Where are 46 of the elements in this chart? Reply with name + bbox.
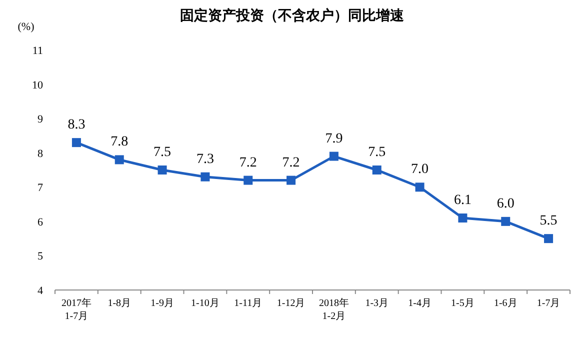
x-tick-label: 1-4月 — [408, 298, 432, 309]
point — [114, 155, 124, 164]
x-tick-label: 1-5月 — [451, 298, 474, 309]
point — [244, 176, 253, 185]
x-tick-label: 1-11月 — [234, 298, 262, 309]
y-tick-label: 11 — [32, 45, 43, 57]
data-label: 6.1 — [454, 193, 472, 208]
data-label: 7.8 — [110, 134, 128, 150]
data-label: 7.2 — [282, 155, 300, 170]
data-label: 7.5 — [368, 145, 386, 160]
y-tick-label: 6 — [38, 216, 44, 228]
point — [200, 172, 210, 182]
y-tick-label: 5 — [38, 250, 44, 263]
x-tick-label: 2018年 1-2月 — [318, 297, 349, 322]
point — [286, 176, 296, 185]
point — [544, 234, 554, 244]
x-tick-label: 1-6月 — [494, 298, 518, 309]
data-label: 7.2 — [239, 155, 257, 170]
data-label: 7.9 — [325, 131, 343, 146]
y-tick-label: 9 — [38, 114, 44, 126]
y-tick-label: 4 — [38, 285, 44, 297]
data-label: 8.3 — [68, 118, 86, 133]
point — [415, 182, 424, 192]
data-label: 6.0 — [496, 196, 514, 212]
x-tick-label: 1-8月 — [108, 298, 132, 309]
x-tick-label: 1-7月 — [536, 298, 560, 309]
point — [329, 152, 338, 161]
point — [72, 138, 81, 148]
data-label: 7.0 — [411, 162, 429, 178]
x-tick-label: 1-9月 — [150, 298, 174, 309]
point — [501, 216, 510, 226]
point — [458, 214, 468, 222]
point — [372, 166, 382, 174]
y-axis-title: (%) — [18, 21, 35, 33]
data-label: 7.5 — [154, 145, 172, 160]
title: 固定资产投资（不含农户）同比增速 — [180, 9, 404, 24]
x-tick-label: 1-3月 — [365, 298, 389, 309]
x-tick-label: 1-12月 — [276, 298, 306, 309]
data-label: 7.3 — [196, 152, 214, 167]
x-tick-label: 2017年 1-7月 — [61, 297, 92, 322]
x-tick-label: 1-10月 — [191, 298, 220, 309]
point — [158, 166, 167, 174]
y-tick-label: 10 — [32, 79, 44, 92]
y-tick-label: 8 — [38, 148, 44, 160]
y-tick-label: 7 — [38, 182, 44, 194]
data-label: 5.5 — [540, 214, 558, 229]
